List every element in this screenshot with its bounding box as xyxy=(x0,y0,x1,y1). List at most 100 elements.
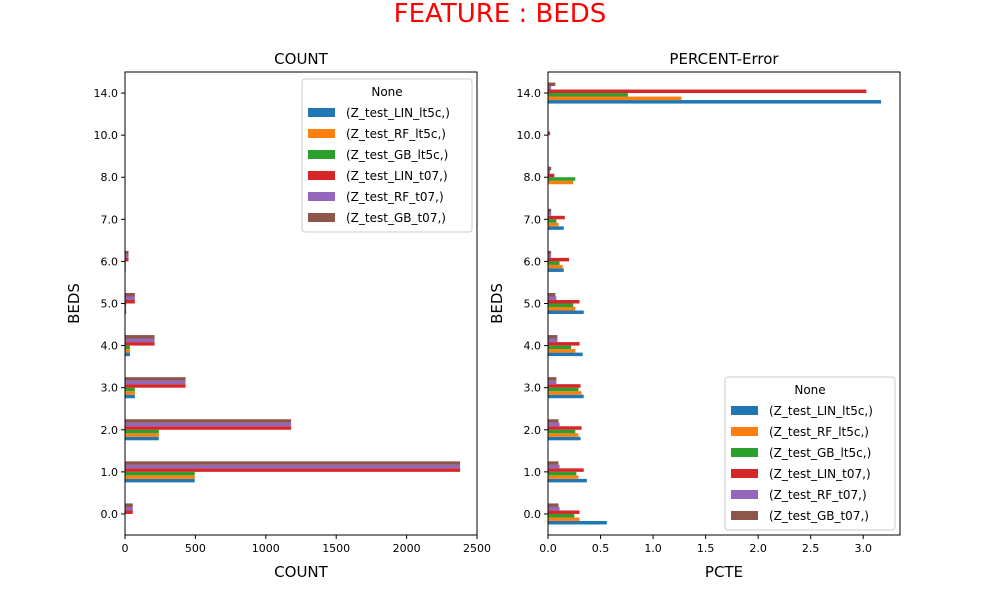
y-tick-label: 3.0 xyxy=(524,382,542,395)
bar-2-1.0 xyxy=(548,475,579,479)
bar-4-6.0 xyxy=(548,257,570,262)
bar-5-2.0 xyxy=(125,422,292,427)
bar-3-3.0 xyxy=(548,387,579,392)
bar-4-5.0 xyxy=(548,299,580,304)
x-axis-label: COUNT xyxy=(274,563,328,581)
bar-1-14.0 xyxy=(548,100,882,104)
y-tick-label: 1.0 xyxy=(524,466,542,479)
bar-3-8.0 xyxy=(548,177,576,181)
bar-5-4.0 xyxy=(125,338,155,343)
bar-2-0.0 xyxy=(548,517,580,521)
bar-6-7.0 xyxy=(548,208,552,213)
chart-title: COUNT xyxy=(274,50,328,68)
bar-2-1.0 xyxy=(125,475,195,479)
y-tick-label: 7.0 xyxy=(101,213,119,226)
legend-swatch xyxy=(731,511,758,520)
bar-3-6.0 xyxy=(548,261,560,265)
bar-1-2.0 xyxy=(125,436,159,441)
legend-title: None xyxy=(371,85,402,99)
bar-6-3.0 xyxy=(125,377,186,381)
y-tick-label: 5.0 xyxy=(524,298,542,311)
bar-1-1.0 xyxy=(125,478,195,483)
bar-1-3.0 xyxy=(125,394,135,399)
bar-5-5.0 xyxy=(548,296,557,300)
figure-suptitle: FEATURE : BEDS xyxy=(393,0,607,29)
y-tick-label: 8.0 xyxy=(524,171,542,184)
x-tick-label: 1000 xyxy=(252,542,280,555)
bar-1-0.0 xyxy=(548,520,607,525)
bar-4-4.0 xyxy=(125,342,155,346)
bar-3-4.0 xyxy=(125,345,130,350)
bar-6-0.0 xyxy=(125,503,133,507)
bar-2-5.0 xyxy=(548,307,576,311)
bar-1-5.0 xyxy=(548,310,584,315)
bar-3-0.0 xyxy=(548,513,575,518)
bar-5-5.0 xyxy=(125,296,135,300)
x-tick-label: 1.0 xyxy=(644,542,662,555)
x-tick-label: 3.0 xyxy=(854,542,872,555)
y-tick-label: 3.0 xyxy=(101,382,119,395)
chart-title: PERCENT-Error xyxy=(669,50,779,68)
y-axis-label: BEDS xyxy=(65,283,83,324)
bar-6-3.0 xyxy=(548,377,557,381)
bar-6-6.0 xyxy=(125,250,129,255)
bar-6-5.0 xyxy=(548,292,556,297)
legend-swatch xyxy=(731,469,758,478)
bar-4-3.0 xyxy=(548,384,581,388)
bar-5-1.0 xyxy=(125,464,461,469)
bar-5-0.0 xyxy=(548,506,560,511)
legend-box xyxy=(724,376,896,531)
bar-1-2.0 xyxy=(548,436,581,441)
bar-3-5.0 xyxy=(548,303,574,308)
bar-4-1.0 xyxy=(125,468,461,472)
bar-3-7.0 xyxy=(548,219,557,223)
y-axis-label: BEDS xyxy=(488,283,506,324)
bar-4-14.0 xyxy=(548,89,867,94)
bar-2-5.0 xyxy=(125,307,127,311)
bar-5-0.0 xyxy=(125,506,133,511)
bar-2-3.0 xyxy=(125,391,135,395)
bar-3-1.0 xyxy=(548,471,577,476)
legend: None (Z_test_LIN_lt5c,) (Z_test_RF_lt5c,) (… xyxy=(301,78,473,233)
legend-entry: (Z_test_RF_t07,) xyxy=(346,190,444,204)
bar-5-6.0 xyxy=(125,254,129,258)
bar-6-4.0 xyxy=(125,335,155,339)
bar-5-8.0 xyxy=(548,170,551,174)
y-tick-label: 14.0 xyxy=(94,87,119,100)
chart-2: PERCENT-Error 0.0 0.5 1.0 1.5 2.0 2.5 3.0 0.0 1.0… xyxy=(488,50,901,581)
legend-entry: (Z_test_LIN_lt5c,) xyxy=(769,404,873,418)
y-tick-label: 10.0 xyxy=(517,129,542,142)
legend-swatch xyxy=(308,129,335,138)
bar-2-6.0 xyxy=(548,264,563,269)
legend-swatch xyxy=(731,406,758,415)
bar-1-3.0 xyxy=(548,394,584,399)
bar-3-2.0 xyxy=(125,429,159,434)
bar-6-0.0 xyxy=(548,503,559,507)
bar-4-8.0 xyxy=(548,173,555,178)
legend-swatch xyxy=(308,192,335,201)
legend-entry: (Z_test_RF_t07,) xyxy=(769,488,867,502)
legend-entry: (Z_test_RF_lt5c,) xyxy=(769,425,869,439)
legend-swatch xyxy=(308,150,335,159)
bar-6-1.0 xyxy=(548,461,559,465)
legend-entry: (Z_test_GB_lt5c,) xyxy=(769,446,871,460)
bar-4-5.0 xyxy=(125,299,135,304)
y-tick-label: 4.0 xyxy=(524,340,542,353)
legend-swatch xyxy=(308,213,335,222)
x-axis-label: PCTE xyxy=(705,563,743,581)
bar-6-14.0 xyxy=(548,82,556,87)
bar-4-1.0 xyxy=(548,468,584,472)
legend-swatch xyxy=(731,448,758,457)
x-tick-label: 1.5 xyxy=(697,542,715,555)
y-tick-label: 2.0 xyxy=(101,424,119,437)
bar-2-8.0 xyxy=(548,180,574,185)
legend-title: None xyxy=(794,383,825,397)
bar-5-14.0 xyxy=(548,86,552,90)
bar-4-0.0 xyxy=(125,510,133,514)
bar-2-4.0 xyxy=(548,349,576,353)
bar-5-3.0 xyxy=(548,380,557,385)
bar-6-1.0 xyxy=(125,461,461,465)
y-tick-label: 10.0 xyxy=(94,129,119,142)
legend: None (Z_test_LIN_lt5c,) (Z_test_RF_lt5c,) (… xyxy=(724,376,896,531)
bar-4-3.0 xyxy=(125,384,186,388)
